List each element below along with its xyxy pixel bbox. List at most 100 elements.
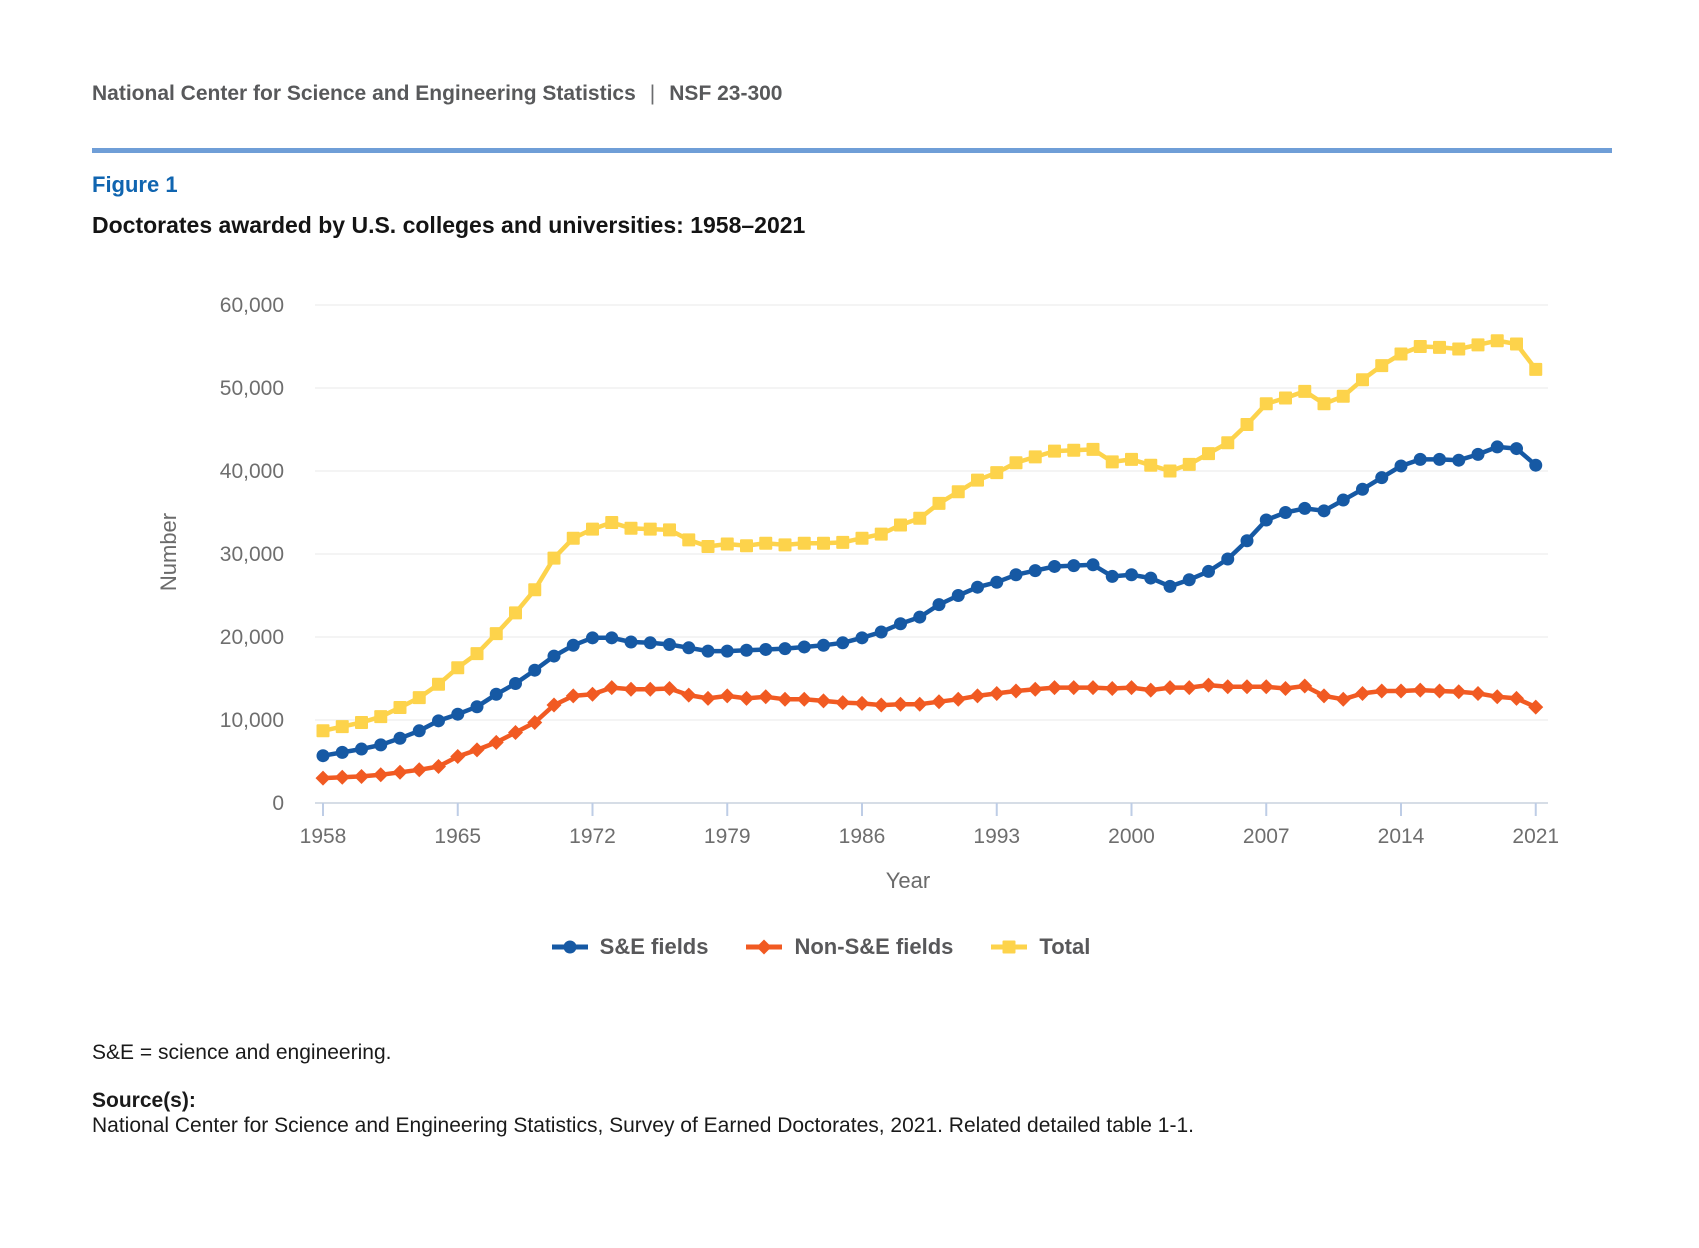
data-point [1259, 397, 1273, 411]
data-point [855, 531, 869, 545]
data-point [470, 647, 484, 661]
data-point [1048, 559, 1061, 573]
data-point [701, 540, 715, 554]
data-point [1202, 564, 1215, 578]
data-point [759, 536, 773, 550]
data-point [393, 701, 407, 715]
data-point [1412, 682, 1428, 698]
data-point [547, 551, 561, 565]
data-point [1221, 552, 1235, 566]
x-tick-label: 2007 [1243, 825, 1290, 848]
data-point [951, 589, 965, 602]
data-point [1489, 689, 1505, 705]
x-tick-label: 1965 [434, 825, 481, 848]
figure-title: Doctorates awarded by U.S. colleges and … [92, 212, 806, 238]
y-tick-label: 40,000 [220, 460, 284, 483]
data-point [1027, 681, 1043, 697]
header-report-number: NSF 23-300 [669, 82, 783, 105]
x-tick-label: 1958 [300, 825, 347, 848]
series-total [316, 334, 1543, 738]
legend-item-total[interactable]: Total [991, 934, 1090, 960]
data-point [624, 521, 638, 535]
data-point [1528, 699, 1544, 715]
data-point [643, 522, 657, 536]
data-point [989, 685, 1005, 701]
x-tick-label: 1972 [569, 825, 616, 848]
data-point [854, 695, 870, 711]
data-point [951, 485, 965, 499]
data-point [1470, 685, 1486, 701]
data-point [796, 691, 812, 707]
data-point [566, 638, 580, 652]
data-point [1413, 452, 1427, 466]
data-point [913, 511, 927, 525]
header-divider [92, 148, 1612, 153]
data-point [1317, 504, 1331, 518]
total-legend-marker-icon [991, 940, 1028, 954]
sources-label: Source(s): [92, 1089, 196, 1112]
header-org: National Center for Science and Engineer… [92, 82, 636, 105]
data-point [1086, 558, 1100, 572]
data-point [682, 641, 696, 655]
data-point [1105, 569, 1119, 583]
data-point [740, 539, 753, 553]
data-point [1086, 442, 1100, 456]
data-point [316, 724, 330, 738]
data-point [990, 575, 1004, 589]
data-point [355, 742, 368, 756]
data-point [836, 535, 850, 549]
data-point [1104, 680, 1120, 696]
x-tick-label: 2021 [1512, 825, 1559, 848]
data-point [432, 677, 445, 691]
data-point [1375, 471, 1389, 485]
data-point [354, 768, 369, 784]
data-point [1510, 337, 1523, 351]
legend-label: S&E fields [599, 934, 709, 959]
data-point [894, 518, 907, 532]
data-point [335, 745, 349, 759]
legend-item-s-e-fields[interactable]: S&E fields [551, 934, 709, 960]
data-point [1452, 342, 1466, 356]
data-point [662, 680, 677, 696]
data-point [778, 642, 792, 656]
data-point [509, 606, 522, 620]
s-e-fields-line [320, 444, 1539, 758]
data-point [1356, 373, 1369, 387]
sources-text: National Center for Science and Engineer… [92, 1114, 1194, 1137]
non-s-e-fields-legend-marker-icon [746, 939, 783, 955]
data-point [758, 689, 774, 705]
data-point [1124, 680, 1139, 696]
data-point [1471, 447, 1485, 461]
data-point [1336, 389, 1350, 403]
data-point [1181, 680, 1197, 696]
y-tick-label: 50,000 [220, 377, 284, 400]
data-point [1433, 340, 1446, 354]
data-point [681, 687, 697, 703]
data-point [1509, 690, 1524, 706]
data-point [334, 769, 350, 785]
data-point [1008, 683, 1024, 699]
data-point [355, 715, 368, 729]
y-axis-title: Number [156, 513, 181, 591]
x-tick-label: 1986 [839, 825, 886, 848]
data-point [1105, 455, 1119, 469]
data-point [990, 466, 1004, 480]
data-point [1239, 679, 1255, 695]
s-e-fields-legend-marker-icon [551, 940, 588, 954]
data-point [816, 693, 831, 709]
data-point [1529, 458, 1543, 472]
data-point [1201, 677, 1216, 693]
data-point [527, 714, 543, 730]
data-point [412, 724, 426, 738]
legend-item-non-s-e-fields[interactable]: Non-S&E fields [746, 934, 953, 960]
data-point [1028, 450, 1042, 464]
data-point [586, 631, 599, 645]
data-point [509, 676, 522, 690]
data-point [1432, 683, 1447, 699]
data-point [932, 496, 946, 510]
data-point [663, 637, 676, 651]
data-point [489, 627, 503, 641]
non-s-e-fields-line [320, 682, 1539, 781]
data-point [1356, 482, 1369, 496]
